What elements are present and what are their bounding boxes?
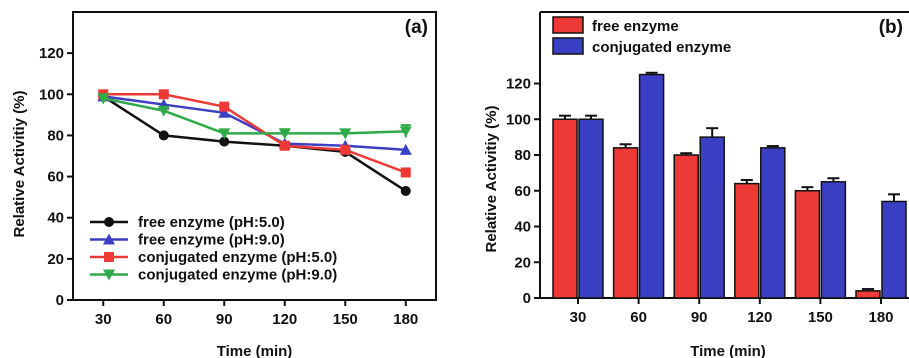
legend-label: conjugated enzyme <box>592 39 731 56</box>
y-tick-label: 40 <box>47 210 64 227</box>
data-point <box>279 140 290 151</box>
y-tick-label: 80 <box>514 147 531 164</box>
legend-label: conjugated enzyme (pH:9.0) <box>138 267 337 284</box>
x-tick-label: 180 <box>868 309 893 326</box>
legend-label: free enzyme (pH:9.0) <box>138 232 285 249</box>
data-point <box>399 143 412 155</box>
legend: free enzyme (pH:5.0)free enzyme (pH:9.0)… <box>90 214 337 284</box>
data-point <box>399 126 412 138</box>
y-tick-label: 40 <box>514 219 531 236</box>
data-point <box>278 128 291 140</box>
legend-marker <box>103 269 115 281</box>
y-axis-title: Relative Activitiy (%) <box>11 91 28 238</box>
panel-label: (b) <box>879 17 903 38</box>
legend-marker <box>104 252 114 262</box>
series-line <box>102 95 407 193</box>
plot-frame <box>72 11 437 301</box>
legend-swatch <box>552 37 584 55</box>
data-point <box>339 128 352 140</box>
bar <box>855 290 881 299</box>
bar <box>638 73 665 299</box>
bar <box>734 182 760 299</box>
x-tick-label: 30 <box>95 311 112 328</box>
legend-label: conjugated enzyme (pH:5.0) <box>138 249 337 266</box>
data-point <box>218 128 231 140</box>
series-line <box>103 93 407 174</box>
y-tick-label: 80 <box>47 127 64 144</box>
y-tick-label: 100 <box>39 86 64 103</box>
bar <box>673 154 699 299</box>
bar <box>612 147 639 299</box>
data-point <box>400 185 411 196</box>
bar <box>760 147 786 299</box>
y-tick-label: 120 <box>39 45 64 62</box>
legend-marker <box>104 217 114 227</box>
panel-a-line-chart: 0 20 40 60 80 100 120 30 60 90 120 150 180 Time (min)… <box>11 11 437 358</box>
x-tick-label: 60 <box>630 309 647 326</box>
y-tick-label: 100 <box>506 111 531 128</box>
x-tick-label: 120 <box>747 309 772 326</box>
data-point <box>400 167 411 178</box>
y-tick-label: 20 <box>514 254 531 271</box>
bar <box>578 118 604 299</box>
data-point <box>218 106 231 118</box>
panel-label: (a) <box>405 17 428 38</box>
y-axis-title: Relative Activitiy (%) <box>483 106 500 253</box>
data-point <box>219 136 230 147</box>
data-point <box>158 130 169 141</box>
y-tick-label: 0 <box>523 290 531 307</box>
series-line <box>103 97 406 135</box>
bar <box>794 190 821 299</box>
data-point <box>157 105 170 117</box>
legend-marker <box>103 233 115 245</box>
x-tick-label: 180 <box>393 311 418 328</box>
x-tick-label: 120 <box>272 311 297 328</box>
bar <box>699 136 725 299</box>
y-tick-label: 0 <box>56 292 64 309</box>
y-tick-label: 60 <box>514 183 531 200</box>
series-line <box>103 95 406 152</box>
legend-label: free enzyme (pH:5.0) <box>138 214 285 231</box>
data-point <box>340 144 351 155</box>
data-point <box>97 93 110 105</box>
panel-b-bar-chart: 0 20 40 60 80 100 120 30 60 90 120 150 180 Time (min)… <box>483 11 909 358</box>
data-point <box>158 89 169 100</box>
x-axis-title: Time (min) <box>690 343 766 358</box>
bar <box>881 200 907 299</box>
x-tick-label: 90 <box>691 309 708 326</box>
data-point <box>219 101 230 112</box>
legend-swatch <box>552 16 584 34</box>
x-tick-label: 150 <box>333 311 358 328</box>
y-tick-label: 120 <box>506 76 531 93</box>
x-tick-label: 150 <box>808 309 833 326</box>
bar <box>820 181 847 299</box>
x-tick-label: 90 <box>216 311 233 328</box>
legend-label: free enzyme <box>592 18 679 35</box>
legend: free enzyme conjugated enzyme <box>552 16 731 56</box>
series-line-4 <box>97 93 412 140</box>
x-tick-label: 60 <box>155 311 172 328</box>
bar <box>552 118 578 299</box>
y-tick-label: 20 <box>47 251 64 268</box>
y-tick-label: 60 <box>47 169 64 186</box>
x-tick-label: 30 <box>570 309 587 326</box>
x-axis-title: Time (min) <box>217 343 293 358</box>
